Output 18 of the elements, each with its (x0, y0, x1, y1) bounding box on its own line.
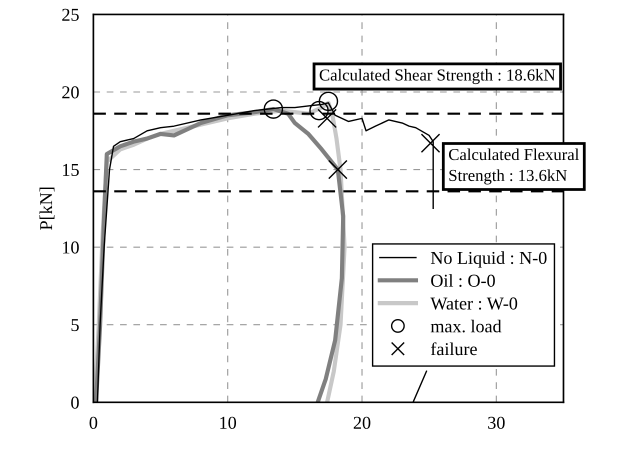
y-tick-label: 0 (71, 396, 79, 409)
legend-label: failure (430, 342, 477, 356)
y-tick-label: 20 (62, 86, 79, 98)
legend-label: max. load (430, 320, 502, 332)
y-tick-label: 5 (72, 319, 79, 332)
y-tick-label: 15 (63, 164, 79, 176)
ref-line-label: Calculated Flexural Strength : 13.6kN (448, 148, 579, 184)
legend-label: Water : W-0 (430, 297, 518, 310)
x-tick-label: 30 (488, 416, 505, 429)
ref-line-label: Calculated Shear Strength : 18.6kN (320, 68, 556, 84)
x-tick-label: 0 (90, 416, 98, 429)
y-axis-title: P[kN] (40, 188, 54, 230)
y-tick-label: 10 (63, 241, 79, 254)
x-tick-label: 20 (354, 416, 370, 429)
legend-label: Oil : O-0 (431, 274, 495, 287)
x-tick-label: 10 (220, 416, 236, 429)
y-tick-label: 25 (62, 8, 79, 21)
legend-label: No Liquid : N-0 (430, 251, 547, 268)
